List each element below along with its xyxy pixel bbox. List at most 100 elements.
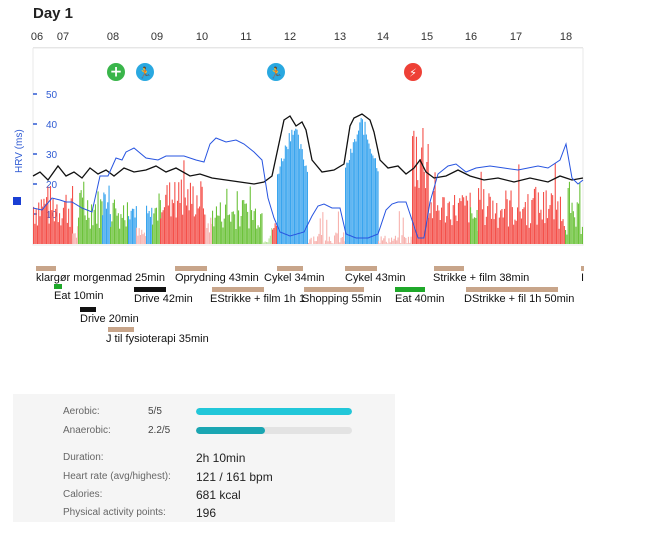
activity-label[interactable]: Shopping 55min	[302, 293, 382, 305]
hrv-bar	[553, 219, 555, 244]
activity-label[interactable]: Eat 10min	[54, 290, 104, 302]
activity-bar[interactable]	[434, 266, 464, 271]
hrv-bar	[158, 193, 160, 244]
hrv-bar	[133, 208, 135, 244]
hrv-bar	[221, 221, 223, 244]
activity-bar[interactable]	[80, 307, 96, 312]
hrv-bar	[510, 190, 512, 244]
hrv-bar	[544, 223, 546, 244]
hrv-bar	[451, 225, 453, 244]
hrv-bar	[73, 233, 75, 244]
hrv-bar	[470, 207, 472, 244]
hrv-bar	[104, 194, 106, 244]
plus-icon-glyph: +	[110, 63, 123, 81]
hrv-bar	[379, 243, 381, 244]
activity-bar[interactable]	[466, 287, 558, 292]
hrv-bar	[554, 163, 556, 244]
hrv-bar	[175, 217, 177, 244]
calories-label: Calories:	[63, 489, 103, 500]
heart-rate-row: Heart rate (avg/highest): 121 / 161 bpm	[13, 470, 395, 487]
hrv-bar	[196, 195, 198, 244]
hrv-bar	[68, 208, 70, 244]
heart-rate-value: 121 / 161 bpm	[196, 470, 273, 484]
activity-label[interactable]: DStrikke + fil 1h 50min	[464, 293, 575, 305]
hrv-bar	[566, 234, 568, 244]
activity-bar[interactable]	[304, 287, 364, 292]
activity-bar[interactable]	[54, 284, 62, 289]
running-icon-glyph: 🏃	[138, 67, 152, 80]
hour-tick: 12	[283, 31, 297, 43]
activity-bar[interactable]	[175, 266, 207, 271]
hrv-bar	[447, 203, 449, 244]
hrv-bar	[531, 200, 533, 244]
hrv-bar	[142, 234, 144, 244]
legend-swatch	[13, 197, 21, 205]
hrv-bar	[498, 217, 500, 244]
hrv-bar	[417, 180, 419, 244]
hrv-bar	[446, 216, 448, 244]
activity-bar[interactable]	[277, 266, 303, 271]
hrv-bar	[191, 203, 193, 244]
hrv-bar	[101, 201, 103, 244]
hrv-bar	[124, 220, 126, 244]
hrv-bar	[360, 117, 362, 244]
activity-label[interactable]: Drive 42min	[134, 293, 193, 305]
activity-label[interactable]: Cykel 43min	[345, 272, 406, 284]
activity-bar[interactable]	[134, 287, 166, 292]
hour-tick: 09	[150, 31, 164, 43]
hrv-bar	[200, 181, 202, 244]
hrv-bar	[481, 209, 483, 244]
hrv-bar	[208, 232, 210, 244]
hrv-bar	[435, 210, 437, 244]
hrv-bar	[562, 219, 564, 244]
hrv-bar	[468, 222, 470, 244]
hrv-bar	[517, 207, 519, 244]
hrv-bar	[556, 209, 558, 244]
hrv-bar	[387, 243, 389, 244]
hrv-bar	[414, 186, 416, 244]
hrv-bar	[535, 186, 537, 244]
hrv-bar	[139, 235, 141, 244]
anaerobic-bar-fill	[196, 427, 265, 434]
hrv-bar	[434, 172, 436, 244]
activity-bar[interactable]	[395, 287, 425, 292]
hrv-bar	[62, 207, 64, 244]
hrv-bar	[321, 235, 323, 244]
activity-bar[interactable]	[581, 266, 584, 271]
hrv-bar	[100, 199, 102, 244]
activity-bar[interactable]	[108, 327, 134, 332]
activity-bar[interactable]	[345, 266, 377, 271]
hour-tick: 10	[195, 31, 209, 43]
activity-label[interactable]: EStrikke + film 1h 1	[210, 293, 306, 305]
hrv-bar	[492, 200, 494, 244]
hrv-bar	[334, 235, 336, 244]
hrv-bar	[120, 214, 122, 244]
hrv-bar	[365, 134, 367, 244]
activity-label[interactable]: klargør morgenmad 25min	[36, 272, 165, 284]
hrv-bar	[72, 233, 74, 244]
hrv-bar	[459, 198, 461, 244]
hrv-bar	[461, 195, 463, 244]
hrv-bar	[227, 215, 229, 244]
hrv-bar	[253, 211, 255, 244]
activity-label[interactable]: Drive 20min	[80, 313, 139, 325]
activity-bar[interactable]	[36, 266, 56, 271]
aerobic-bar-fill	[196, 408, 352, 415]
activity-bar[interactable]	[212, 287, 264, 292]
hrv-bar	[152, 224, 154, 244]
activity-label[interactable]: Strikke + film 38min	[433, 272, 530, 284]
activity-label[interactable]: Eat 40min	[395, 293, 445, 305]
activity-label[interactable]: Oprydning 43min	[175, 272, 259, 284]
activity-label[interactable]: J til fysioterapi 35min	[106, 333, 209, 345]
activity-label[interactable]: Cykel 34min	[264, 272, 325, 284]
hrv-bar	[60, 225, 62, 244]
y-tick-label: 50	[46, 90, 58, 101]
activity-label[interactable]: I	[581, 272, 585, 284]
hrv-bar	[279, 166, 281, 244]
hrv-bar	[315, 241, 317, 244]
hrv-bar	[225, 204, 227, 244]
hrv-bar	[352, 142, 354, 244]
hrv-bar	[93, 209, 95, 244]
hrv-bar	[393, 238, 395, 244]
hrv-bar	[182, 214, 184, 244]
